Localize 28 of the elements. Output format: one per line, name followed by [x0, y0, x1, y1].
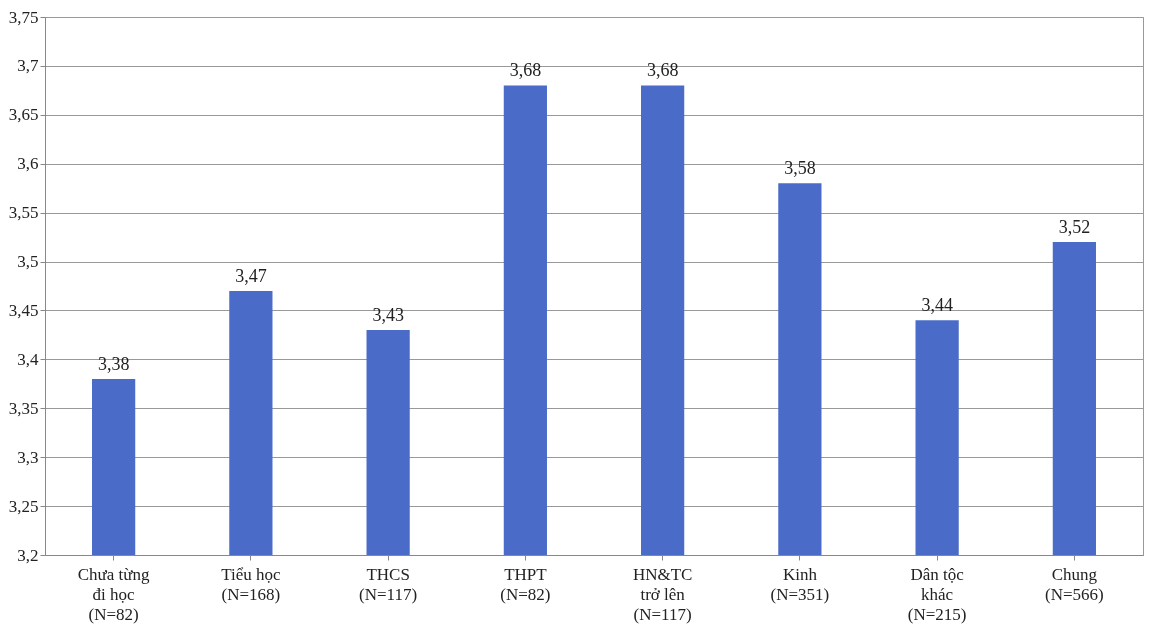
- x-tick-label: Dân tộc khác (N=215): [907, 564, 967, 624]
- x-tick-label: Tiểu học (N=168): [221, 564, 281, 604]
- y-tick-label: 3,65: [8, 105, 39, 125]
- y-tick-label: 3,2: [17, 545, 39, 565]
- x-tick-label: Chung (N=566): [1045, 564, 1104, 604]
- x-tick-label: THPT (N=82): [500, 564, 551, 604]
- x-tick-label: Kinh (N=351): [770, 564, 830, 604]
- data-label: 3,58: [784, 158, 816, 179]
- y-tick-label: 3,75: [8, 7, 39, 27]
- data-label: 3,43: [372, 305, 404, 326]
- y-tick-label: 3,25: [8, 496, 39, 516]
- data-label: 3,68: [646, 60, 679, 81]
- data-label: 3,44: [921, 295, 953, 316]
- y-tick-label: 3,3: [17, 447, 39, 467]
- y-tick-label: 3,6: [17, 154, 39, 174]
- data-label: 3,47: [235, 265, 267, 286]
- y-tick-label: 3,55: [8, 203, 39, 223]
- data-label: 3,52: [1058, 216, 1091, 237]
- x-tick-label: THCS (N=117): [359, 564, 418, 604]
- y-tick-label: 3,35: [8, 398, 39, 418]
- x-tick-label: Chưa từng đi học (N=82): [77, 564, 151, 624]
- data-label: 3,68: [509, 60, 542, 81]
- x-tick-label: HN&TC trở lên (N=117): [632, 564, 693, 624]
- y-tick-label: 3,4: [17, 349, 39, 369]
- y-tick-label: 3,5: [17, 252, 39, 272]
- data-label: 3,38: [97, 353, 130, 374]
- y-tick-label: 3,7: [17, 56, 39, 76]
- y-tick-label: 3,45: [8, 300, 39, 320]
